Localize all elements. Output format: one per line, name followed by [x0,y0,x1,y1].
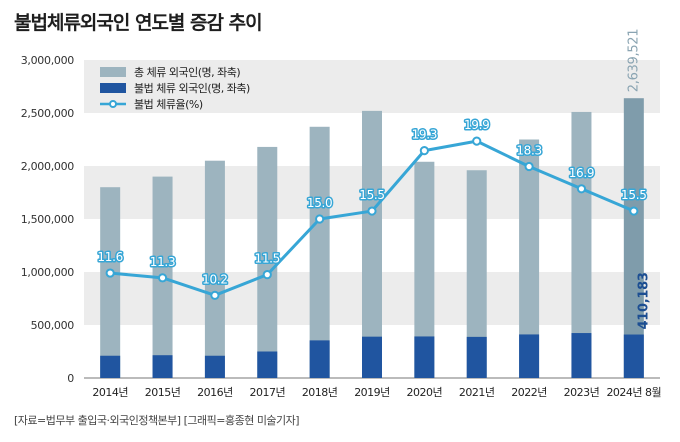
illegal-bar [309,340,330,378]
rate-point [157,273,168,283]
illegal-bar [152,355,173,378]
last-total-label: 2,639,521 [626,29,641,92]
rate-data-label: 15.5 [359,188,385,202]
legend-label: 불법 체류 외국인(명, 좌축) [134,82,250,95]
legend-swatch-illegal [100,83,126,93]
total-bar [466,170,487,378]
total-bar [414,161,435,378]
rate-data-label: 11.3 [150,255,176,269]
rate-data-label: 19.9 [464,118,490,132]
illegal-bar [362,336,382,378]
x-tick-label: 2019년 [354,386,390,399]
x-tick-label: 2021년 [459,386,495,399]
y-tick-label: 500,000 [31,319,75,332]
rate-data-label: 16.9 [569,166,595,180]
rate-data-label: 10.2 [202,272,228,286]
rate-data-label: 19.3 [412,128,438,142]
last-illegal-label: 410,183 [636,272,651,329]
rate-point [315,214,325,224]
y-tick-label: 1,500,000 [21,213,75,226]
rate-data-label: 11.5 [255,252,281,266]
rate-data-label: 11.6 [97,250,123,264]
illegal-bar [204,355,225,378]
total-bar [309,126,330,378]
x-tick-label: 2015년 [145,386,181,399]
legend-label: 불법 체류율(%) [134,98,203,111]
rate-point [472,136,482,146]
x-tick-label: 2017년 [249,386,285,399]
total-bar [571,111,592,378]
legend-label: 총 체류 외국인(명, 좌축) [134,66,240,79]
rate-point [210,290,220,300]
source-note: [자료=법무부 출입국·외국인정책본부] [그래픽=홍종현 미술기자] [14,414,300,427]
total-bar [204,160,225,378]
annotations: 2,639,521 410,183 [626,29,651,330]
x-tick-label: 2024년 8월 [606,386,661,399]
illegal-bar [414,336,435,378]
illegal-bar [257,351,278,378]
total-bar [519,139,540,378]
legend-swatch-marker [109,100,117,108]
illegal-bar [100,355,121,378]
rate-point [576,184,587,194]
total-bar [100,187,121,378]
illegal-bar [519,334,540,378]
y-tick-label: 3,000,000 [21,54,75,67]
legend-swatch-total [100,67,126,77]
rate-point [105,268,115,278]
rate-data-label: 18.3 [516,144,542,158]
illegal-bar [571,333,592,378]
total-bar [623,98,644,378]
bars [100,98,644,378]
chart-title: 불법체류외국인 연도별 증감 추이 [14,12,263,34]
rate-line: 11.6 11.3 10.2 11.5 15.0 15.5 19.3 19.9 18.3 16.9… [96,117,648,300]
x-tick-label: 2018년 [302,386,338,399]
illegal-bar [623,334,644,378]
rate-point [524,161,534,172]
x-tick-label: 2022년 [511,386,547,399]
x-tick-label: 2020년 [407,386,443,399]
rate-data-label: 15.0 [307,196,333,210]
x-tick-label: 2023년 [564,386,600,399]
x-tick-label: 2016년 [197,386,233,399]
legend: 총 체류 외국인(명, 좌축) 불법 체류 외국인(명, 좌축) 불법 체류율(%) [100,66,250,111]
total-bar [257,146,278,378]
rate-point [629,206,639,216]
total-bar [362,110,382,378]
grid-band [84,60,660,113]
rate-point [419,146,429,156]
x-axis: 2014년 2015년 2016년 2017년 2018년 2019년 2020년 2021년… [92,386,662,399]
rate-data-label: 15.5 [621,188,647,202]
y-tick-label: 2,000,000 [21,160,75,173]
illegal-bar [466,336,487,378]
y-tick-label: 1,000,000 [21,266,75,279]
y-tick-label: 0 [67,372,74,385]
y-tick-label: 2,500,000 [21,107,75,120]
rate-point [367,206,377,216]
rate-point [262,270,272,280]
x-tick-label: 2014년 [92,386,128,399]
